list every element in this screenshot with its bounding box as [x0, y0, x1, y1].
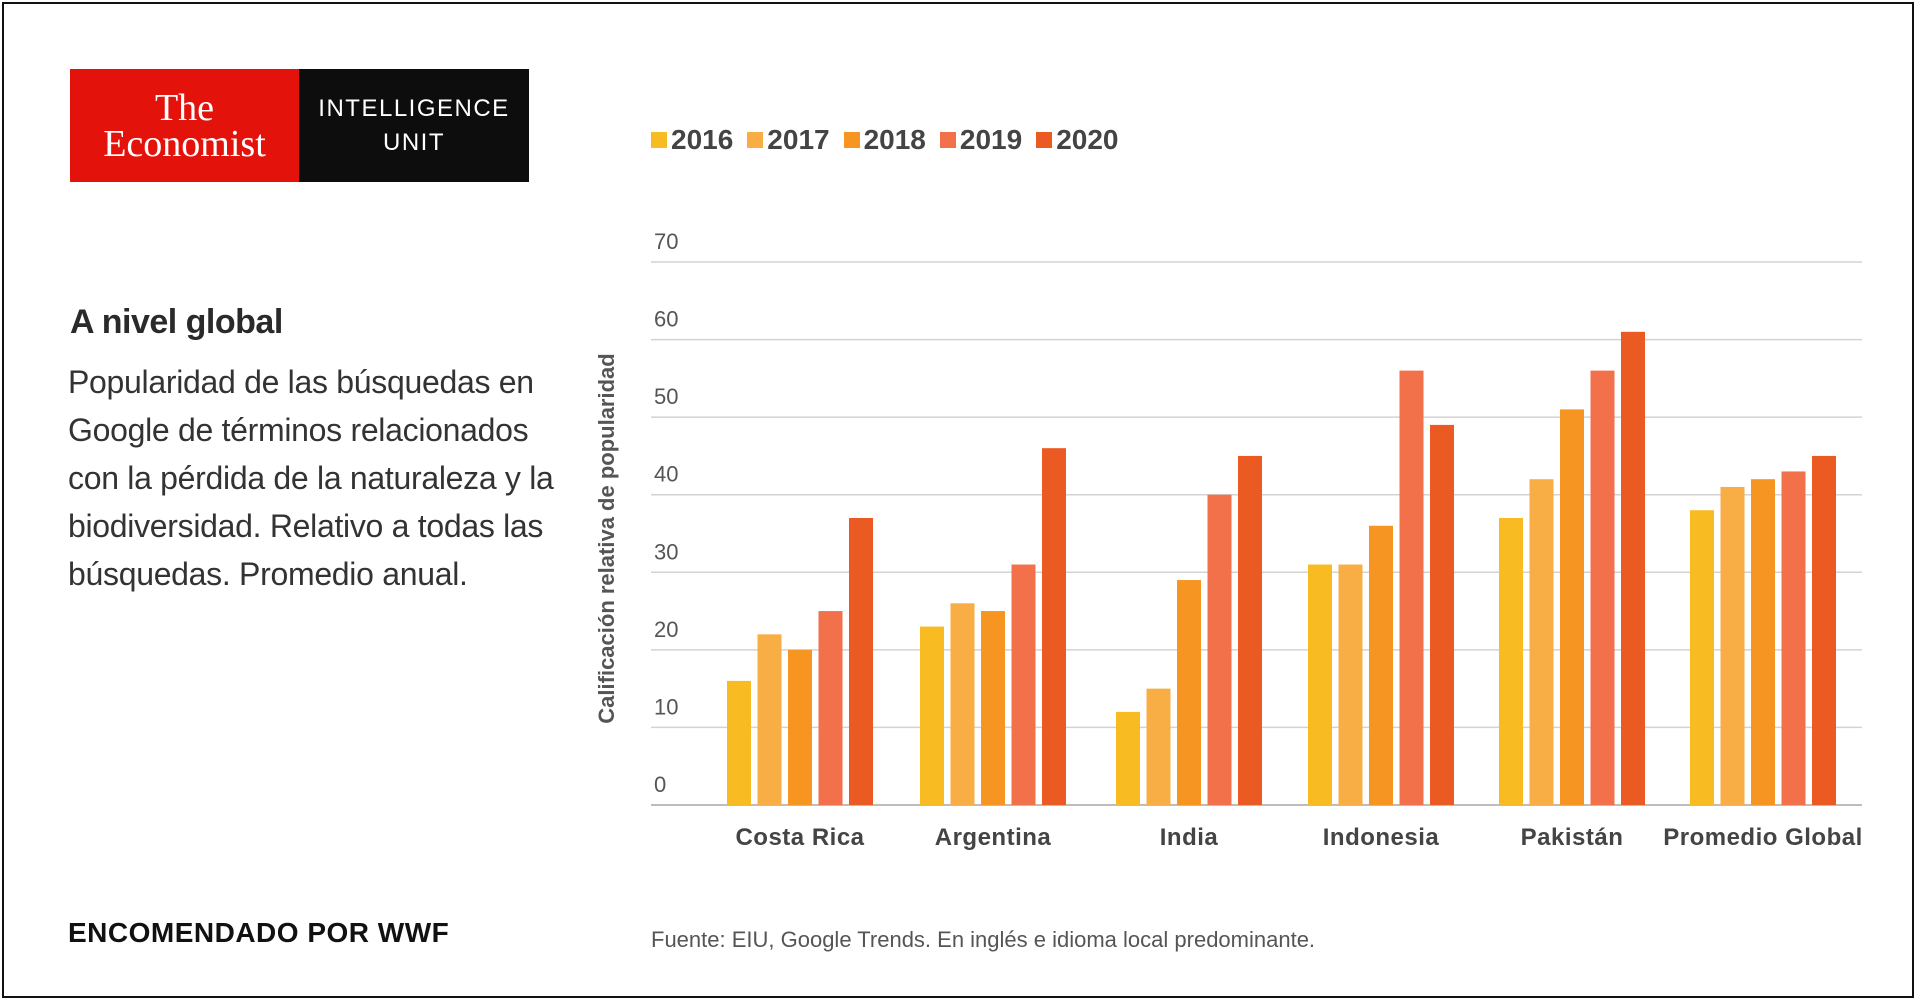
category-label: Pakistán — [1521, 824, 1624, 851]
commissioned-by-label: ENCOMENDADO POR WWF — [68, 917, 450, 948]
legend-item: 2017 — [747, 124, 830, 156]
bar — [1146, 688, 1171, 805]
bar — [1430, 424, 1454, 805]
bar — [849, 517, 873, 805]
bar — [981, 611, 1005, 805]
source-note: Fuente: EIU, Google Trends. En inglés e … — [651, 927, 1316, 952]
bar — [757, 634, 782, 805]
legend-label: 2016 — [671, 124, 734, 155]
bar — [1369, 525, 1393, 805]
intelligence-unit-block: INTELLIGENCE UNIT — [299, 69, 529, 182]
category-label: India — [1160, 824, 1219, 851]
category-label: Argentina — [935, 824, 1052, 851]
bar — [1207, 494, 1232, 805]
bar — [1042, 448, 1066, 805]
y-axis-title: Calificación relativa de popularidad — [594, 353, 619, 723]
bar — [1529, 479, 1554, 805]
bar — [1011, 564, 1036, 805]
bar — [727, 680, 751, 805]
legend-label: 2018 — [863, 124, 926, 155]
legend-item: 2019 — [939, 124, 1023, 156]
bar — [1308, 564, 1332, 805]
bar — [818, 611, 843, 805]
bar — [920, 626, 944, 805]
economist-logo-block: The Economist — [70, 69, 299, 182]
bar — [1621, 331, 1645, 805]
logo-unit-line2: UNIT — [383, 128, 445, 156]
logo-brand-line1: The — [154, 86, 215, 129]
legend-item: 2020 — [1036, 124, 1118, 156]
bar — [1720, 486, 1745, 805]
category-label: Promedio Global — [1663, 824, 1863, 851]
bar — [1499, 517, 1523, 805]
legend-swatch — [939, 132, 956, 148]
chart-headline: A nivel global — [70, 303, 283, 341]
bar — [1177, 580, 1201, 805]
bar — [1690, 510, 1714, 805]
economist-intelligence-unit-logo: The Economist INTELLIGENCE UNIT — [70, 69, 529, 182]
logo-brand-line2: Economist — [103, 122, 266, 165]
chart-description: Popularidad de las búsquedas en Google d… — [68, 364, 554, 592]
legend-item: 2016 — [651, 124, 733, 156]
legend-item: 2018 — [843, 124, 926, 156]
legend-swatch — [843, 132, 860, 148]
bar — [1338, 564, 1363, 805]
category-label: Costa Rica — [735, 824, 864, 851]
legend-label: 2019 — [959, 124, 1023, 155]
legend-label: 2020 — [1056, 124, 1119, 155]
category-label: Indonesia — [1323, 824, 1440, 851]
bar — [1116, 711, 1140, 805]
chart-legend: 2016 2017 2018 2019 2020 — [651, 124, 1132, 156]
y-tick-label: 0 — [654, 772, 666, 797]
y-tick-label: 10 — [654, 694, 678, 719]
bar — [1781, 471, 1806, 805]
y-tick-label: 30 — [654, 539, 678, 564]
legend-swatch — [1036, 132, 1053, 148]
y-tick-label: 40 — [654, 462, 678, 487]
legend-label: 2017 — [767, 124, 830, 155]
bar — [1238, 455, 1262, 805]
y-tick-label: 60 — [654, 307, 678, 332]
bar — [1399, 370, 1424, 805]
bar — [1751, 479, 1775, 805]
y-tick-label: 50 — [654, 384, 678, 409]
bar — [1590, 370, 1615, 805]
y-tick-label: 70 — [654, 229, 678, 254]
logo-unit-line1: INTELLIGENCE — [318, 94, 510, 122]
bar — [950, 603, 975, 805]
legend-swatch — [747, 132, 764, 148]
y-tick-label: 20 — [654, 617, 678, 642]
legend-swatch — [651, 132, 667, 148]
bar — [1812, 455, 1836, 805]
bar — [788, 649, 812, 805]
bar — [1560, 409, 1584, 805]
